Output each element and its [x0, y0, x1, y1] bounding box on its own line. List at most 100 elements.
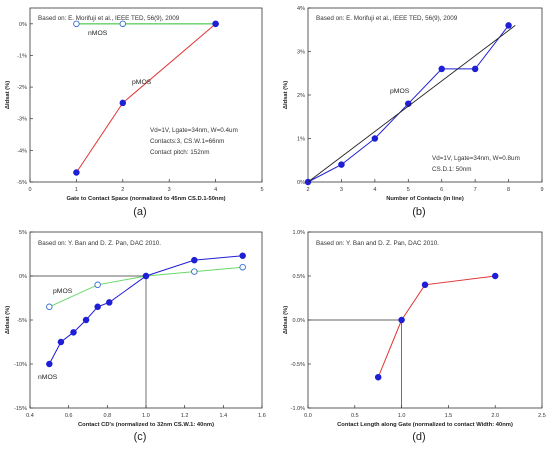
y-tick-label: -10%: [14, 362, 27, 368]
chart-panel: 0.0 0.5 1.0 1.5 2.0 2.5 1.0% 0.5% 0.0% -0.5% -1.0%…: [283, 230, 546, 443]
x-tick-label: 6: [440, 187, 443, 193]
data-point: [239, 252, 246, 260]
y-axis-label: ΔIdsat (%): [5, 81, 11, 109]
source-annotation: Based on: Y. Ban and D. Z. Pan, DAC 2010…: [316, 240, 439, 247]
x-tick-label: 8: [507, 187, 510, 193]
x-tick-label: 0.5: [351, 413, 359, 419]
y-tick-label: 4%: [297, 6, 305, 12]
data-point: [191, 256, 198, 264]
data-point: [338, 161, 345, 168]
data-point: [505, 22, 512, 29]
data-point: [46, 360, 53, 368]
x-axis-label: Number of Contacts (in line): [386, 196, 464, 202]
data-point: [70, 329, 77, 336]
panel-caption: (d): [412, 431, 425, 443]
x-axis-label: Contact CD's (normalized to 32nm CS.W.1:…: [78, 422, 214, 428]
data-point: [239, 263, 246, 271]
data-point: [371, 135, 379, 142]
y-tick-label: -5%: [17, 180, 27, 186]
y-axis-label: ΔIdsat (%): [283, 81, 289, 109]
data-point: [471, 65, 479, 73]
y-tick-label: 1.0%: [292, 230, 305, 236]
y-tick-label: -2%: [17, 85, 27, 91]
data-point: [119, 99, 127, 107]
x-tick-label: 3: [168, 187, 171, 193]
x-tick-label: 2: [121, 187, 124, 193]
chart-panel: 0.4 0.6 0.8 1.0 1.2 1.4 1.6 5% 0% -5% -10% -15% Cont…: [5, 230, 266, 443]
source-annotation: Based on: E. Morifuji et al., IEEE TED, …: [316, 15, 458, 22]
x-tick-label: 4: [373, 187, 376, 193]
x-tick-label: 9: [540, 187, 543, 193]
y-axis-label: ΔIdsat (%): [283, 306, 289, 334]
y-tick-label: 2%: [297, 93, 305, 99]
y-tick-label: 0%: [297, 180, 305, 186]
x-tick-label: 0.8: [104, 413, 112, 419]
x-tick-label: 4: [214, 187, 217, 193]
panel-caption: (a): [133, 206, 146, 218]
y-tick-label: -4%: [17, 148, 27, 154]
x-axis-label: Gate to Contact Space (normalized to 45n…: [66, 196, 225, 202]
series-line: [307, 25, 516, 183]
y-tick-label: -1.0%: [291, 406, 305, 412]
y-tick-label: -15%: [14, 406, 27, 412]
plot-frame: [29, 7, 263, 183]
condition-note: Vd=1V, Lgate=34nm, W=0.4um: [150, 127, 238, 134]
y-tick-label: 0%: [19, 22, 27, 28]
data-point: [119, 20, 127, 28]
x-tick-label: 1.0: [398, 413, 406, 419]
chart-panel: 2 3 4 5 6 7 8 9 0% 1% 2% 3% 4% Number of Contacts (in…: [283, 6, 544, 218]
data-point: [94, 303, 101, 311]
data-point: [94, 281, 101, 289]
chart-panel: 0 1 2 3 4 5 0% -1% -2% -3% -4% -5% Gate to Contact S…: [5, 7, 264, 218]
data-point: [106, 299, 113, 306]
y-tick-label: 0%: [19, 274, 27, 280]
x-tick-label: 2.5: [538, 413, 546, 419]
series-label: pMOS: [132, 79, 152, 86]
series-line: [377, 275, 496, 378]
data-point: [191, 268, 198, 275]
y-tick-label: 0.0%: [292, 318, 305, 324]
x-tick-label: 1.0: [142, 413, 150, 419]
y-tick-label: 3%: [297, 50, 305, 56]
condition-note: CS.D.1: 50nm: [432, 166, 472, 173]
series-label: pMOS: [390, 88, 410, 95]
y-tick-label: 0.5%: [292, 274, 305, 280]
x-tick-label: 7: [474, 187, 477, 193]
y-tick-label: -3%: [17, 117, 27, 123]
x-tick-label: 5: [407, 187, 410, 193]
data-point: [73, 20, 80, 28]
x-tick-label: 1.4: [220, 413, 228, 419]
data-point: [57, 338, 65, 346]
x-tick-label: 3: [340, 187, 343, 193]
x-tick-label: 1.2: [181, 413, 189, 419]
condition-note: Contacts:3, CS.W.1=66nm: [150, 138, 224, 145]
data-point: [142, 272, 150, 280]
y-tick-label: 1%: [297, 137, 305, 143]
series-label: pMOS: [53, 288, 73, 295]
x-axis-label: Contact Length along Gate (normalized to…: [337, 422, 513, 428]
x-tick-label: 0.6: [65, 413, 73, 419]
y-tick-label: -0.5%: [291, 362, 305, 368]
x-tick-label: 0.4: [26, 413, 34, 419]
source-annotation: Based on: Y. Ban and D. Z. Pan, DAC 2010…: [38, 240, 161, 247]
source-annotation: Based on: E. Morifuji et al., IEEE TED, …: [38, 15, 180, 22]
x-tick-label: 1.6: [258, 413, 266, 419]
data-point: [212, 20, 219, 28]
x-tick-label: 0.0: [304, 413, 312, 419]
x-tick-label: 1.5: [445, 413, 453, 419]
y-tick-label: -1%: [17, 53, 27, 59]
data-point: [398, 316, 405, 324]
series-label: nMOS: [38, 374, 58, 381]
data-point: [438, 65, 445, 73]
y-axis-label: ΔIdsat (%): [5, 306, 11, 334]
condition-note: Vd=1V, Lgate=34nm, W=0.8um: [432, 155, 520, 162]
x-tick-label: 0: [28, 187, 31, 193]
series-label: nMOS: [88, 30, 108, 37]
data-point: [82, 316, 90, 324]
panel-caption: (c): [134, 431, 147, 443]
condition-note: Contact pitch: 152nm: [150, 149, 210, 156]
data-point: [73, 169, 80, 176]
y-tick-label: 5%: [19, 230, 27, 236]
x-tick-label: 1: [75, 187, 78, 193]
